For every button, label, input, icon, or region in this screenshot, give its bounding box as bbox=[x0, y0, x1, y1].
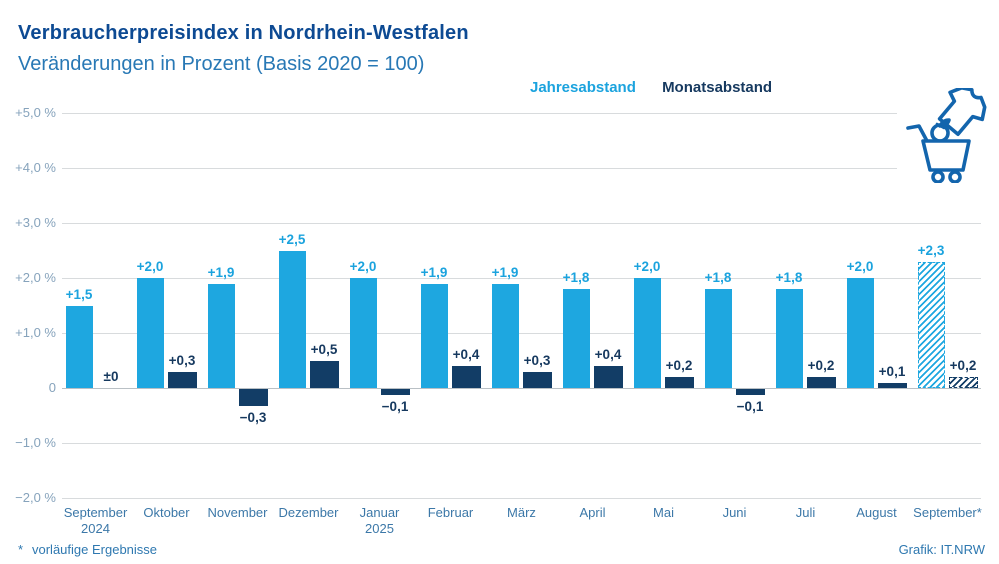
gridline bbox=[62, 333, 981, 334]
gridline bbox=[62, 223, 981, 224]
footnote-text: vorläufige Ergebnisse bbox=[32, 542, 158, 557]
bar-jahresabstand bbox=[65, 305, 93, 388]
bar-jahresabstand bbox=[207, 283, 235, 388]
y-axis-label: −2,0 % bbox=[15, 490, 56, 505]
bar-jahresabstand bbox=[562, 289, 590, 388]
gridline bbox=[62, 388, 981, 389]
shopping-cart-icon bbox=[897, 88, 997, 183]
bar-jahresabstand bbox=[136, 278, 164, 388]
credit: Grafik: IT.NRW bbox=[898, 542, 985, 557]
bar-value-label: +2,0 bbox=[136, 259, 164, 274]
bar-monatsabstand bbox=[806, 377, 836, 388]
y-axis-label: 0 bbox=[48, 380, 56, 395]
y-axis-label: +3,0 % bbox=[15, 215, 56, 230]
chart-subtitle: Veränderungen in Prozent (Basis 2020 = 1… bbox=[18, 53, 425, 75]
bar-value-label: +1,8 bbox=[704, 270, 732, 285]
x-axis-label: Mai bbox=[653, 505, 674, 520]
bar-value-label: +0,3 bbox=[523, 352, 551, 368]
gridline bbox=[62, 278, 981, 279]
bar-jahresabstand bbox=[633, 278, 661, 388]
bar-monatsabstand bbox=[877, 382, 907, 388]
bar-monatsabstand bbox=[167, 371, 197, 388]
legend-item-jahresabstand: Jahresabstand bbox=[530, 79, 636, 96]
footnote: * vorläufige Ergebnisse bbox=[18, 542, 157, 557]
y-axis-label: −1,0 % bbox=[15, 435, 56, 450]
gridline bbox=[62, 498, 981, 499]
bar-value-label: +1,9 bbox=[207, 264, 235, 280]
bar-value-label: −0,3 bbox=[239, 409, 267, 425]
bar-value-label: +2,5 bbox=[278, 231, 306, 247]
bar-jahresabstand bbox=[349, 278, 377, 388]
apple-icon bbox=[930, 118, 951, 143]
x-axis-label: April bbox=[579, 505, 606, 520]
bar-value-label: +1,9 bbox=[491, 264, 519, 280]
bar-value-label: −0,1 bbox=[381, 398, 409, 414]
bar-monatsabstand bbox=[309, 360, 339, 388]
x-axis-label: Januar 2025 bbox=[359, 505, 400, 537]
bar-value-label: +0,4 bbox=[452, 347, 480, 362]
bar-monatsabstand bbox=[593, 366, 623, 388]
footnote-marker: * bbox=[18, 542, 24, 557]
bar-value-label: +1,8 bbox=[775, 270, 803, 285]
bar-value-label: +0,2 bbox=[949, 358, 977, 373]
x-axis-label: Oktober bbox=[143, 505, 190, 520]
bar-value-label: +0,2 bbox=[807, 358, 835, 373]
gridline bbox=[62, 113, 981, 114]
bar-jahresabstand bbox=[704, 289, 732, 388]
bar-value-label: +1,9 bbox=[420, 264, 448, 280]
legend: Jahresabstand Monatsabstand bbox=[530, 79, 794, 96]
y-axis-label: +2,0 % bbox=[15, 270, 56, 285]
bar-value-label: +2,3 bbox=[917, 242, 945, 258]
x-axis-label: Juni bbox=[722, 505, 747, 520]
bar-value-label: +0,2 bbox=[665, 358, 693, 373]
bar-value-label: +2,0 bbox=[633, 259, 661, 274]
bar-jahresabstand bbox=[278, 250, 306, 388]
x-axis-label: September* bbox=[913, 505, 982, 520]
bar-jahresabstand bbox=[846, 278, 874, 388]
bar-jahresabstand bbox=[491, 283, 519, 388]
bar-value-label: +2,0 bbox=[846, 259, 874, 274]
bar-value-label: +0,4 bbox=[594, 347, 622, 362]
cart-body bbox=[906, 124, 971, 183]
y-axis-label: +5,0 % bbox=[15, 105, 56, 120]
bar-monatsabstand bbox=[380, 389, 410, 395]
bar-value-label: −0,1 bbox=[736, 398, 764, 414]
bar-jahresabstand bbox=[775, 289, 803, 388]
bar-monatsabstand bbox=[451, 366, 481, 388]
bar-value-label: +0,1 bbox=[878, 363, 906, 379]
bar-value-label: +0,5 bbox=[310, 341, 338, 357]
chart-title: Verbraucherpreisindex in Nordrhein-Westf… bbox=[18, 22, 469, 44]
bar-monatsabstand bbox=[522, 371, 552, 388]
gridline bbox=[62, 443, 981, 444]
x-axis-label: September 2024 bbox=[63, 505, 128, 537]
bar-value-label: +0,3 bbox=[168, 352, 196, 368]
x-axis-label: Februar bbox=[427, 505, 474, 520]
bar-value-label: ±0 bbox=[103, 369, 119, 384]
x-axis-label: Dezember bbox=[278, 505, 339, 520]
y-axis-label: +4,0 % bbox=[15, 160, 56, 175]
x-axis-label: Juli bbox=[795, 505, 816, 520]
bar-jahresabstand bbox=[420, 283, 448, 388]
x-axis-label: März bbox=[507, 505, 536, 520]
bar-value-label: +2,0 bbox=[349, 259, 377, 274]
gridline bbox=[62, 168, 981, 169]
bar-jahresabstand bbox=[917, 261, 945, 388]
bar-monatsabstand bbox=[238, 389, 268, 406]
bar-value-label: +1,8 bbox=[562, 270, 590, 285]
bar-monatsabstand bbox=[735, 389, 765, 395]
y-axis-label: +1,0 % bbox=[15, 325, 56, 340]
bar-monatsabstand bbox=[664, 377, 694, 388]
bar-monatsabstand bbox=[948, 377, 978, 388]
x-axis-label: August bbox=[856, 505, 897, 520]
bar-value-label: +1,5 bbox=[65, 286, 93, 302]
legend-item-monatsabstand: Monatsabstand bbox=[662, 79, 773, 96]
x-axis-label: November bbox=[207, 505, 268, 520]
